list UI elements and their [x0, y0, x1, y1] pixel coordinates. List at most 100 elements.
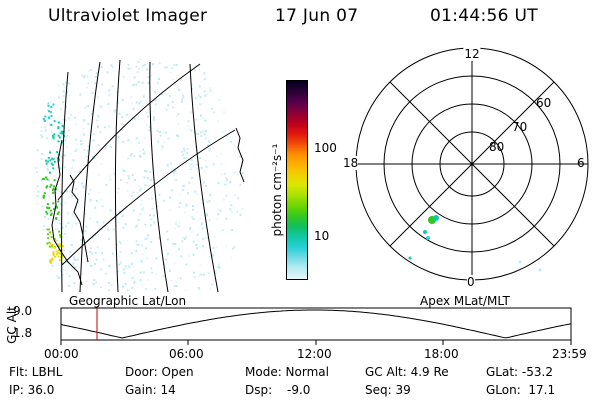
edge-emission-dot [57, 200, 60, 203]
speckle-dot [209, 255, 212, 258]
speckle-dot [234, 104, 237, 107]
speckle-dot [236, 197, 239, 200]
speckle-dot [135, 224, 138, 227]
speckle-dot [142, 95, 145, 98]
speckle-dot [40, 197, 43, 200]
speckle-dot [221, 131, 224, 134]
speckle-dot [76, 258, 79, 261]
speckle-dot [58, 127, 61, 130]
speckle-dot [63, 118, 66, 121]
speckle-dot [99, 61, 102, 64]
speckle-dot [119, 261, 122, 264]
speckle-dot [51, 276, 54, 279]
speckle-dot [38, 238, 41, 241]
speckle-dot [195, 145, 198, 148]
speckle-dot [232, 247, 235, 250]
speckle-dot [140, 284, 143, 287]
speckle-dot [64, 232, 67, 235]
speckle-dot [233, 105, 236, 108]
speckle-dot [193, 61, 196, 64]
speckle-dot [106, 71, 109, 74]
speckle-dot [93, 151, 96, 154]
speckle-dot [73, 116, 76, 119]
speckle-dot [242, 221, 245, 224]
ip-info: IP: 36.0 [9, 383, 55, 397]
speckle-dot [242, 231, 245, 234]
speckle-dot [68, 129, 71, 132]
speckle-dot [78, 170, 81, 173]
lat-label-80: 80 [489, 140, 505, 154]
edge-emission-dot [58, 230, 61, 233]
speckle-dot [121, 123, 124, 126]
speckle-dot [175, 285, 178, 288]
speckle-dot [139, 278, 142, 281]
speckle-dot [150, 240, 153, 243]
speckle-dot [169, 269, 172, 272]
edge-emission-dot [57, 140, 60, 143]
title: Ultraviolet Imager [48, 6, 208, 26]
speckle-dot [172, 171, 175, 174]
edge-emission-dot [42, 177, 45, 180]
speckle-dot [139, 271, 142, 274]
speckle-dot [211, 59, 214, 62]
speckle-dot [97, 173, 100, 176]
speckle-dot [73, 46, 75, 48]
speckle-dot [75, 148, 78, 151]
speckle-dot [241, 207, 244, 210]
speckle-dot [185, 203, 188, 206]
edge-emission-dot [53, 119, 56, 122]
speckle-dot [196, 233, 199, 236]
speckle-dot [72, 159, 75, 162]
speckle-dot [211, 254, 214, 257]
speckle-dot [60, 122, 63, 125]
speckle-dot [130, 252, 133, 255]
y-tick-9: 9.0 [13, 304, 33, 318]
speckle-dot [230, 141, 233, 144]
edge-emission-dot [60, 132, 63, 135]
speckle-dot [126, 189, 129, 192]
speckle-dot [175, 64, 178, 67]
speckle-dot [140, 199, 143, 202]
mlt-label-12: 12 [463, 47, 481, 61]
speckle-dot [239, 89, 242, 92]
speckle-dot [155, 103, 158, 106]
speckle-dot [87, 193, 90, 196]
speckle-dot [177, 225, 180, 228]
speckle-dot [158, 193, 161, 196]
speckle-dot [90, 50, 92, 52]
speckle-dot [241, 111, 244, 114]
speckle-dot [135, 240, 138, 243]
speckle-dot [43, 76, 46, 79]
speckle-dot [122, 285, 125, 288]
speckle-dot [140, 260, 143, 263]
speckle-dot [177, 122, 180, 125]
speckle-dot [57, 96, 60, 99]
speckle-dot [150, 224, 153, 227]
speckle-dot [70, 266, 73, 269]
speckle-dot [117, 47, 119, 49]
speckle-dot [132, 84, 135, 87]
speckle-dot [211, 283, 214, 286]
speckle-dot [133, 155, 136, 158]
speckle-dot [243, 278, 245, 281]
speckle-dot [238, 137, 241, 140]
edge-emission-dot [50, 212, 53, 215]
dsp-value: -9.0 [287, 383, 311, 397]
speckle-dot [59, 248, 62, 251]
edge-emission-dot [61, 124, 64, 127]
speckle-dot [59, 167, 62, 170]
speckle-dot [44, 75, 47, 78]
speckle-dot [200, 221, 203, 224]
speckle-dot [157, 77, 160, 80]
speckle-dot [89, 217, 92, 220]
speckle-dot [71, 224, 74, 227]
speckle-dot [92, 133, 95, 136]
edge-emission-dot [52, 185, 55, 188]
speckle-dot [206, 214, 209, 217]
edge-emission-dot [58, 153, 61, 156]
speckle-dot [198, 218, 201, 221]
speckle-dot [36, 260, 39, 263]
speckle-dot [158, 131, 161, 134]
speckle-dot [82, 235, 85, 238]
edge-emission-dot [52, 208, 55, 211]
